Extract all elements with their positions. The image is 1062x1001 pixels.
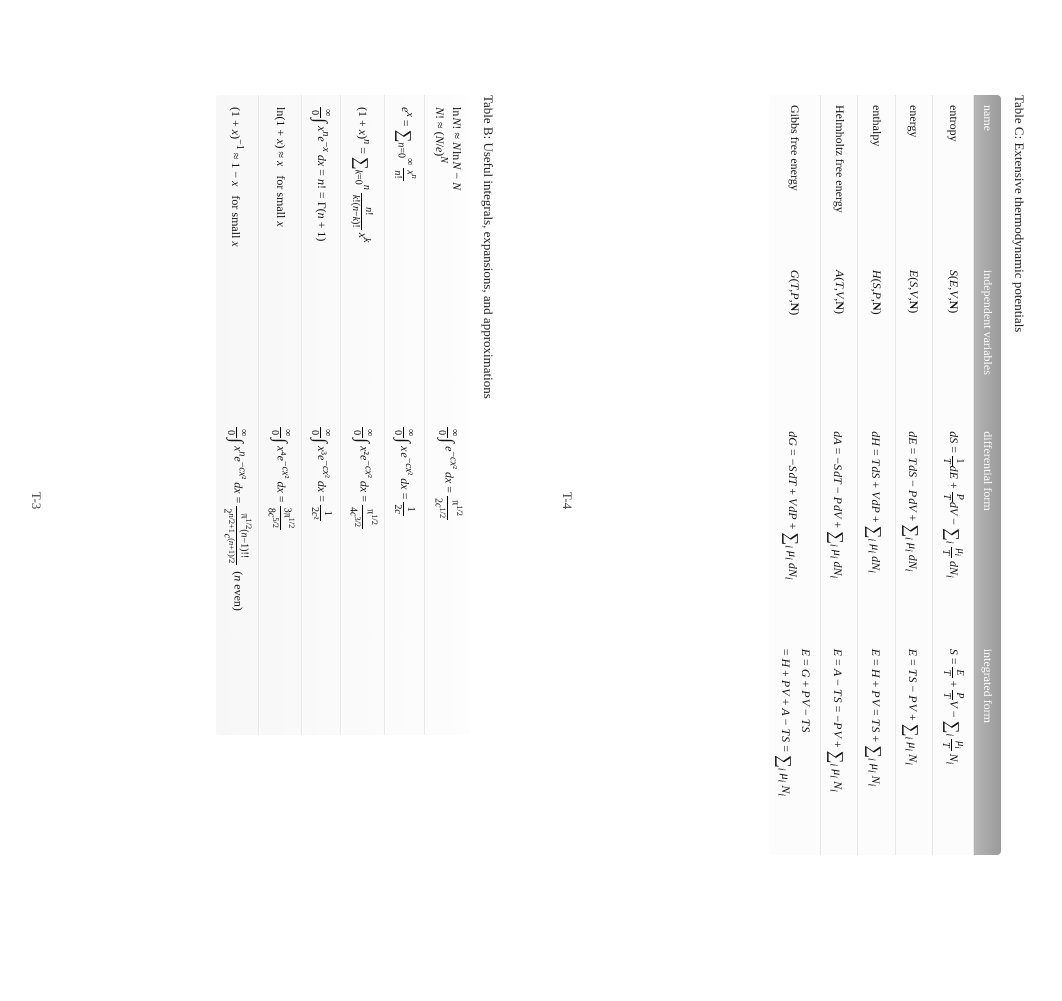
table-row: (1 + x)−1 ≈ 1 − x for small x∞0∫ xne−cx²… — [215, 95, 259, 735]
page-t3: Table B: Useful integrals, expansions, a… — [0, 0, 531, 1001]
cell-name: Gibbs free energy — [769, 95, 821, 260]
formula-cell-right: ∞0∫ xne−cx² dx = π1/2(n−1)!!2n/2+1 c(n+1… — [215, 415, 259, 735]
cell-iv: A(T,V,N) — [821, 260, 858, 421]
cell-int: E = H + P V = T S + ∑i μi Ni — [858, 639, 895, 855]
cell-diff: dH = T dS + V dP + ∑i μi dNi — [858, 421, 895, 638]
table-row: ln N! ≈ N ln N − NN! ≈ (N/e)N∞0∫ e−cx² d… — [425, 95, 470, 735]
formula-cell-left: ex = ∑n=0∞ xnn! — [385, 95, 425, 415]
formula-cell-right: ∞0∫ x⁴e−cx² dx = 3π1/28c5/2 — [259, 415, 303, 735]
table-b-caption: Table B: Useful integrals, expansions, a… — [480, 95, 496, 1001]
pagenum-t3: T-3 — [28, 0, 44, 1001]
table-c-body: entropyS(E,V,N)dS = 1TdE + PTdV − ∑i μiT… — [769, 95, 974, 855]
table-c-header: independent variables — [974, 260, 1001, 421]
cell-name: Helmholtz free energy — [821, 95, 858, 260]
table-c-header: differential form — [974, 421, 1001, 638]
formula-cell-left: ∞0∫ xne−x dx = n! = Γ(n + 1) — [302, 95, 341, 415]
cell-iv: H(S,P,N) — [858, 260, 895, 421]
formula-cell-left: ln(1 + x) ≈ x for small x — [259, 95, 303, 415]
cell-iv: E(S,V,N) — [896, 260, 933, 421]
cell-iv: S(E,V,N) — [933, 260, 974, 421]
table-row: ex = ∑n=0∞ xnn!∞0∫ x e−cx² dx = 12c — [385, 95, 425, 735]
table-b: ln N! ≈ N ln N − NN! ≈ (N/e)N∞0∫ e−cx² d… — [215, 95, 470, 735]
formula-cell-left: (1 + x)n = ∑k=0n n!k!(n−k)! xk — [341, 95, 385, 415]
formula-cell-right: ∞0∫ x²e−cx² dx = π1/24c3/2 — [341, 415, 385, 735]
table-b-body: ln N! ≈ N ln N − NN! ≈ (N/e)N∞0∫ e−cx² d… — [215, 95, 470, 735]
table-c-header-row: nameindependent variablesdifferential fo… — [974, 95, 1001, 855]
formula-cell-left: ln N! ≈ N ln N − NN! ≈ (N/e)N — [425, 95, 470, 415]
table-row: Gibbs free energyG(T,P,N)dG = −S dT + V … — [769, 95, 821, 855]
formula-cell-right: ∞0∫ e−cx² dx = π1/22c1/2 — [425, 415, 470, 735]
cell-name: enthalpy — [858, 95, 895, 260]
table-row: entropyS(E,V,N)dS = 1TdE + PTdV − ∑i μiT… — [933, 95, 974, 855]
cell-diff: dS = 1TdE + PTdV − ∑i μiT dNi — [933, 421, 974, 638]
formula-cell-right: ∞0∫ x³e−cx² dx = 12c² — [302, 415, 341, 735]
table-c-header: name — [974, 95, 1001, 260]
cell-int: E = T S − P V + ∑i μi Ni — [896, 639, 933, 855]
cell-name: entropy — [933, 95, 974, 260]
table-row: energyE(S,V,N)dE = T dS − P dV + ∑i μi d… — [896, 95, 933, 855]
cell-diff: dG = −S dT + V dP + ∑i μi dNi — [769, 421, 821, 638]
cell-int: E = A − T S = −P V + ∑i μi Ni — [821, 639, 858, 855]
pagenum-t4: T-4 — [559, 0, 575, 1001]
cell-iv: G(T,P,N) — [769, 260, 821, 421]
table-row: ln(1 + x) ≈ x for small x∞0∫ x⁴e−cx² dx … — [259, 95, 303, 735]
formula-cell-left: (1 + x)−1 ≈ 1 − x for small x — [215, 95, 259, 415]
table-row: (1 + x)n = ∑k=0n n!k!(n−k)! xk∞0∫ x²e−cx… — [341, 95, 385, 735]
formula-cell-right: ∞0∫ x e−cx² dx = 12c — [385, 415, 425, 735]
cell-diff: dE = T dS − P dV + ∑i μi dNi — [896, 421, 933, 638]
cell-diff: dA = −S dT − P dV + ∑i μi dNi — [821, 421, 858, 638]
cell-int: E = G + P V − T S= H + P V + A − T S = ∑… — [769, 639, 821, 855]
table-c: nameindependent variablesdifferential fo… — [769, 95, 1001, 855]
cell-name: energy — [896, 95, 933, 260]
cell-int: S = ET + PTV − ∑i μiT Ni — [933, 639, 974, 855]
table-row: ∞0∫ xne−x dx = n! = Γ(n + 1)∞0∫ x³e−cx² … — [302, 95, 341, 735]
table-row: Helmholtz free energyA(T,V,N)dA = −S dT … — [821, 95, 858, 855]
table-row: enthalpyH(S,P,N)dH = T dS + V dP + ∑i μi… — [858, 95, 895, 855]
table-c-header: integrated form — [974, 639, 1001, 855]
table-c-caption: Table C: Extensive thermodynamic potenti… — [1011, 95, 1027, 1001]
page-t4: Table C: Extensive thermodynamic potenti… — [531, 0, 1062, 1001]
